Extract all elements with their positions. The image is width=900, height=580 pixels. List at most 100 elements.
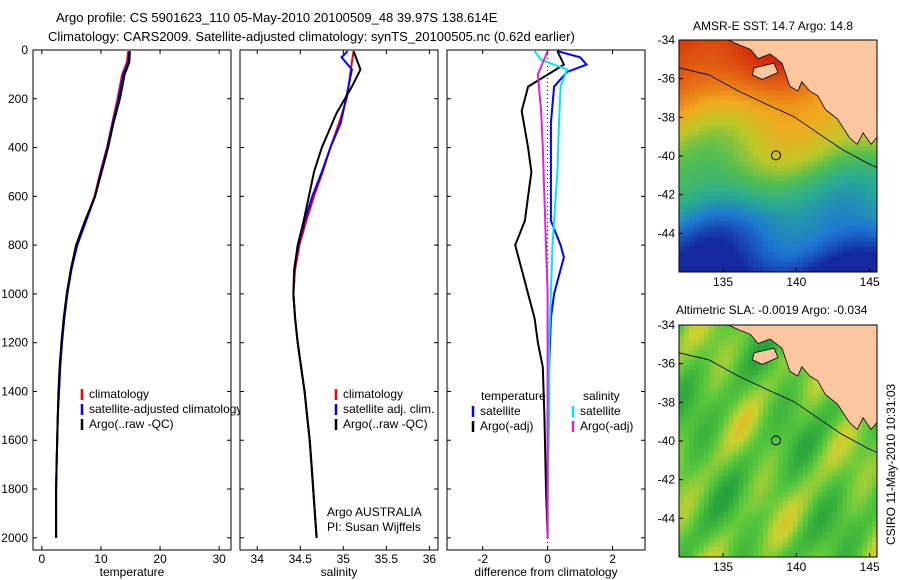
map-cell (713, 161, 720, 167)
map-cell (768, 435, 774, 442)
map-cell (832, 516, 838, 523)
map-cell (723, 110, 730, 117)
map-cell (812, 191, 819, 197)
map-cell (847, 135, 853, 142)
map-cell (792, 125, 799, 132)
map-cell (797, 110, 804, 117)
map-cell (872, 221, 877, 228)
map-cell (743, 105, 749, 112)
map-cell (703, 325, 710, 331)
map-cell (743, 461, 749, 467)
map-cell (797, 400, 804, 407)
map-cell (713, 226, 720, 233)
map-cell (847, 521, 853, 528)
map-cell (817, 551, 824, 557)
map-cell (733, 246, 739, 253)
map-cell (753, 441, 759, 447)
map-cell (802, 451, 809, 457)
map-cell (703, 221, 710, 228)
map-cell (842, 130, 848, 137)
map-cell (763, 125, 769, 132)
map-cell (708, 251, 715, 258)
map-cell (857, 186, 863, 192)
map-cell (872, 181, 877, 187)
map-cell (723, 251, 730, 258)
map-cell (733, 221, 739, 228)
map-cell (758, 516, 764, 523)
map-cell (738, 115, 744, 122)
map-cell (812, 526, 819, 533)
map-cell (768, 496, 774, 503)
map-cell (713, 145, 720, 152)
map-cell (768, 536, 774, 543)
map-cell (728, 140, 735, 147)
map-cell (768, 221, 774, 228)
map-cell (698, 365, 705, 371)
map-cell (738, 546, 744, 553)
series-line-salinity-satellite (533, 50, 569, 538)
map-cell (703, 80, 710, 86)
map-cell (743, 211, 749, 218)
map-cell (738, 75, 744, 81)
map-cell (728, 511, 735, 518)
map-cell (817, 211, 824, 218)
map-cell (867, 476, 873, 482)
map-cell (743, 95, 749, 102)
map-cell (797, 161, 804, 167)
map-cell (852, 156, 858, 162)
map-cell (713, 221, 720, 228)
map-cell (867, 456, 873, 462)
map-cell (723, 181, 730, 187)
map-cell (768, 516, 774, 523)
map-cell (733, 410, 739, 417)
map-cell (787, 456, 794, 462)
map-cell (832, 125, 838, 132)
map-cell (782, 430, 789, 437)
map-cell (837, 150, 843, 157)
map-cell (812, 216, 819, 223)
map-cell (758, 256, 764, 263)
map-cell (773, 360, 779, 366)
map-cell (708, 60, 715, 66)
map-cell (872, 145, 877, 152)
map-cell (728, 80, 735, 86)
map-cell (797, 166, 804, 172)
y-tick-label: 200 (8, 92, 28, 106)
map-cell (693, 110, 700, 117)
map-cell (738, 380, 744, 387)
map-cell (792, 196, 799, 202)
map-cell (837, 435, 843, 442)
map-cell (753, 481, 759, 487)
map-cell (857, 191, 863, 197)
map-cell (693, 226, 700, 233)
map-cell (693, 516, 700, 523)
map-cell (738, 125, 744, 132)
map-cell (718, 145, 725, 152)
map-cell (728, 521, 735, 528)
map-cell (872, 246, 877, 253)
map-cell (683, 471, 690, 477)
map-cell (797, 395, 804, 402)
map-cell (792, 400, 799, 407)
map-cell (773, 80, 779, 86)
map-cell (728, 350, 735, 356)
map-cell (693, 125, 700, 132)
map-cell (802, 161, 809, 167)
map-cell (713, 206, 720, 213)
map-cell (832, 135, 838, 142)
map-cell (773, 110, 779, 117)
map-cell (787, 166, 794, 172)
map-cell (679, 435, 685, 442)
map-cell (703, 425, 710, 432)
map-cell (832, 201, 838, 208)
map-cell (807, 216, 814, 223)
map-cell (693, 90, 700, 97)
map-cell (837, 481, 843, 487)
map-cell (738, 246, 744, 253)
map-cell (698, 380, 705, 387)
map-cell (688, 430, 695, 437)
map-cell (713, 85, 720, 92)
map-cell (748, 370, 754, 377)
map-cell (802, 125, 809, 132)
map-cell (802, 435, 809, 442)
